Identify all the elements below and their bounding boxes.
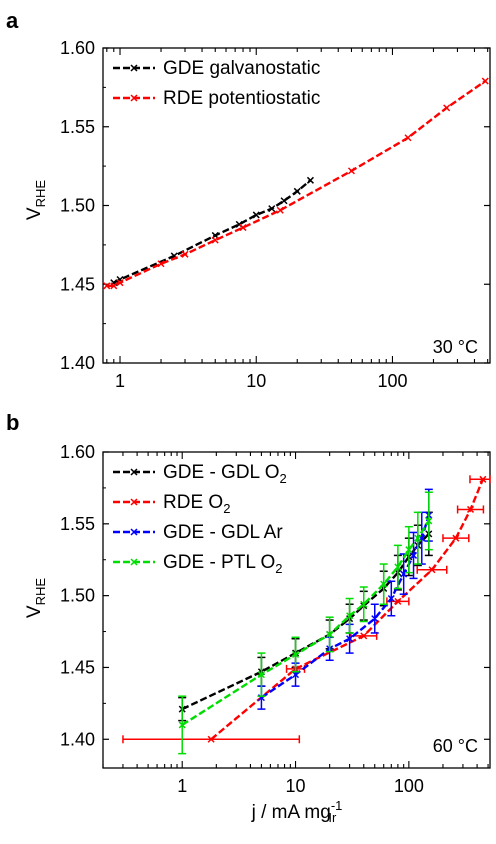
panel-a-y-tick-label: 1.60 — [60, 38, 95, 58]
panel-b-y-tick-label: 1.55 — [60, 514, 95, 534]
panel-b-data-point — [360, 632, 368, 640]
panel-b-data-point — [346, 612, 354, 620]
panel-a-y-tick-label: 1.45 — [60, 274, 95, 294]
panel-b-legend-marker — [130, 558, 138, 566]
panel-b-legend-marker — [130, 498, 138, 506]
panel-a-data-point — [347, 167, 355, 175]
panel-a-x-tick-label: 10 — [246, 371, 266, 391]
panel-a-legend-marker — [130, 64, 138, 72]
panel-b-series-line — [210, 478, 484, 741]
panel-b-y-tick-label: 1.40 — [60, 729, 95, 749]
panel-b-data-point — [410, 551, 418, 559]
panel-b-y-axis-label: VRHE — [24, 578, 48, 618]
panel-b-data-point — [425, 517, 433, 525]
panel-b-x-axis-label: j / mA mg-1 Ir — [251, 798, 343, 825]
panel-b-legend-label: GDE - PTL O2 — [163, 552, 283, 576]
panel-b-data-point — [452, 534, 460, 542]
panel-a-data-point — [306, 176, 314, 184]
panel-b-y-tick-label: 1.50 — [60, 586, 95, 606]
panel-a-data-point — [268, 205, 276, 213]
panel-b-plot-frame — [102, 451, 491, 769]
panel-b-data-point — [292, 671, 300, 679]
panel-b-data-point — [428, 566, 436, 574]
panel-a-data-point — [404, 134, 412, 142]
panel-a-data-point — [157, 260, 165, 268]
panel-a-y-tick-label: 1.55 — [60, 117, 95, 137]
panel-a-temperature-label: 30 °C — [433, 337, 478, 357]
panel-a-data-point — [116, 279, 124, 287]
panel-b-data-point — [178, 721, 186, 729]
panel-b-data-point — [207, 735, 215, 743]
panel-a-series-line — [106, 80, 486, 288]
panel-b-data-point — [371, 615, 379, 623]
panel-a-axes: 1.40 1.45 1.50 1.55 1.60 1 10 100 — [60, 38, 490, 391]
panel-a-series — [103, 77, 489, 290]
panel-a-y-tick-label: 1.40 — [60, 353, 95, 373]
panel-b-data-point — [380, 580, 388, 588]
panel-b-series-4 — [178, 491, 433, 755]
panel-b-legend-label: GDE - GDL Ar — [163, 522, 283, 543]
panel-a-series-2 — [103, 77, 489, 290]
panel-b-data-point — [479, 475, 487, 483]
panel-a-legend: GDE galvanostatic RDE potentiostatic — [113, 58, 320, 109]
panel-b-legend-label: RDE O2 — [163, 492, 230, 516]
panel-b-data-point — [394, 597, 402, 605]
panel-a-x-tick-label: 1 — [115, 371, 125, 391]
panel-b-data-point — [292, 650, 300, 659]
panel-b-data-point — [394, 563, 402, 571]
panel-b-data-point — [360, 600, 368, 608]
panel-a-data-point — [276, 206, 284, 214]
panel-a-data-point — [252, 211, 260, 219]
panel-b-x-tick-label: 10 — [286, 776, 306, 796]
panel-a-data-point — [181, 250, 189, 258]
panel-b-y-tick-label: 1.45 — [60, 657, 95, 677]
panel-a-legend-marker — [130, 94, 138, 102]
panel-b-legend: GDE - GDL O2 RDE O2 GDE - GDL Ar GDE - PTL … — [113, 462, 287, 576]
panel-a-y-axis-label: VRHE — [24, 180, 48, 220]
panel-b-y-tick-label: 1.60 — [60, 442, 95, 462]
panel-a-x-tick-label: 100 — [377, 371, 407, 391]
panel-a-data-point — [293, 187, 301, 195]
panel-b-data-point — [387, 594, 395, 603]
panel-b-data-point — [346, 635, 354, 643]
panel-a-letter: a — [6, 8, 19, 33]
panel-b-x-tick-label: 1 — [177, 776, 187, 796]
panel-b-data-point — [414, 534, 422, 542]
panel-a-legend-label: RDE potentiostatic — [163, 88, 320, 109]
panel-b-series-line — [181, 520, 430, 726]
panel-b-series — [122, 475, 491, 755]
panel-b-legend-label: GDE - GDL O2 — [163, 462, 287, 486]
panel-a-data-point — [280, 197, 288, 205]
panel-a-data-point — [239, 224, 247, 232]
panel-b-series-3 — [257, 488, 433, 710]
panel-b-data-point — [257, 671, 265, 679]
panel-b-legend-marker — [130, 468, 138, 476]
panel-b-data-point — [326, 630, 334, 638]
panel-b-x-tick-label: 100 — [394, 776, 424, 796]
panel-b-data-point — [405, 546, 413, 554]
panel-b-data-point — [466, 505, 475, 513]
panel-a-series-1 — [110, 176, 314, 287]
panel-b-temperature-label: 60 °C — [433, 736, 478, 756]
panel-a-data-point — [103, 282, 111, 290]
panel-b-series-2 — [122, 475, 491, 744]
panel-a-data-point — [211, 236, 219, 244]
panel-b-letter: b — [6, 410, 19, 435]
panel-a-data-point — [110, 282, 118, 290]
panel-a-data-point — [481, 77, 489, 85]
panel-b-axes: 1.40 1.45 1.50 1.55 1.60 1 10 100 — [60, 442, 490, 796]
panel-a-y-tick-label: 1.50 — [60, 196, 95, 216]
panel-a-series-line — [113, 179, 312, 284]
panel-b-legend-marker — [130, 528, 138, 536]
panel-a-data-point — [443, 104, 451, 112]
panel-a-legend-label: GDE galvanostatic — [163, 58, 320, 79]
